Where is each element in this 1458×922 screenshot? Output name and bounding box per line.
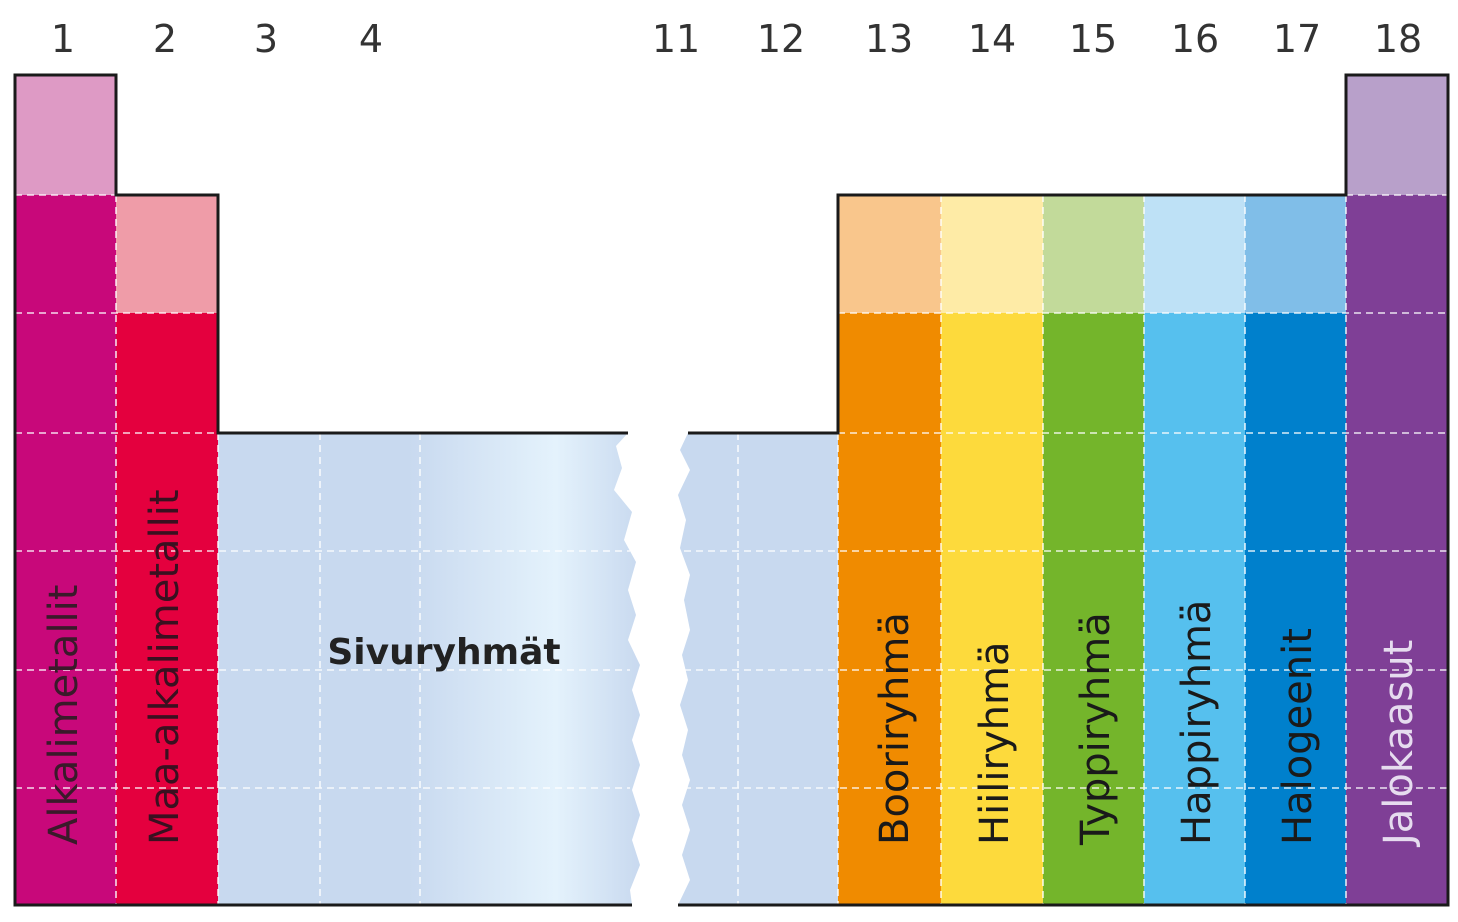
label-halogens: Halogeenit [1275,628,1321,845]
group-number-1: 1 [51,17,75,61]
label-boron-group: Booriryhmä [872,612,918,845]
group-number-11: 11 [652,17,700,61]
group-number-2: 2 [153,17,177,61]
group-nitrogen [1043,195,1144,905]
table-outline [13,73,1450,907]
halogen-period-2-cell [1245,195,1346,313]
oxygen-period-2-cell [1144,195,1245,313]
group-number-row: 1 2 3 4 11 12 13 14 15 16 17 18 [51,17,1422,61]
grid-lines [15,194,1448,905]
alkali-period-1-cell [15,75,116,195]
alkaline-earth-column [116,313,218,905]
label-transition-metals: Sivuryhmät [327,632,560,673]
label-carbon-group: Hiiliryhmä [972,642,1018,845]
group-number-3: 3 [254,17,278,61]
label-nitrogen-group: Typpiryhmä [1073,612,1119,846]
group-halogens [1245,195,1346,905]
group-alkaline-earth-metals [116,195,218,905]
group-number-17: 17 [1273,17,1321,61]
boron-period-2-cell [838,195,941,313]
alkaline-earth-period-2-cell [116,195,218,313]
nitrogen-period-2-cell [1043,195,1144,313]
group-number-15: 15 [1069,17,1117,61]
noble-gas-period-1-cell [1346,75,1448,195]
halogen-column [1245,313,1346,905]
nitrogen-column [1043,313,1144,905]
boron-column [838,313,941,905]
group-oxygen [1144,195,1245,905]
group-number-13: 13 [865,17,913,61]
oxygen-column [1144,313,1245,905]
carbon-column [941,313,1043,905]
group-carbon [941,195,1043,905]
group-number-12: 12 [757,17,805,61]
group-number-16: 16 [1171,17,1219,61]
group-number-14: 14 [968,17,1016,61]
group-number-4: 4 [359,17,383,61]
transition-metals-right-part [678,433,838,905]
label-noble-gases: Jalokaasut [1376,640,1422,848]
label-oxygen-group: Happiryhmä [1174,600,1220,845]
label-alkaline-earth-metals: Maa-alkalimetallit [142,489,188,845]
label-alkali-metals: Alkalimetallit [41,585,87,845]
carbon-period-2-cell [941,195,1043,313]
group-number-18: 18 [1374,17,1422,61]
group-boron [838,195,941,905]
